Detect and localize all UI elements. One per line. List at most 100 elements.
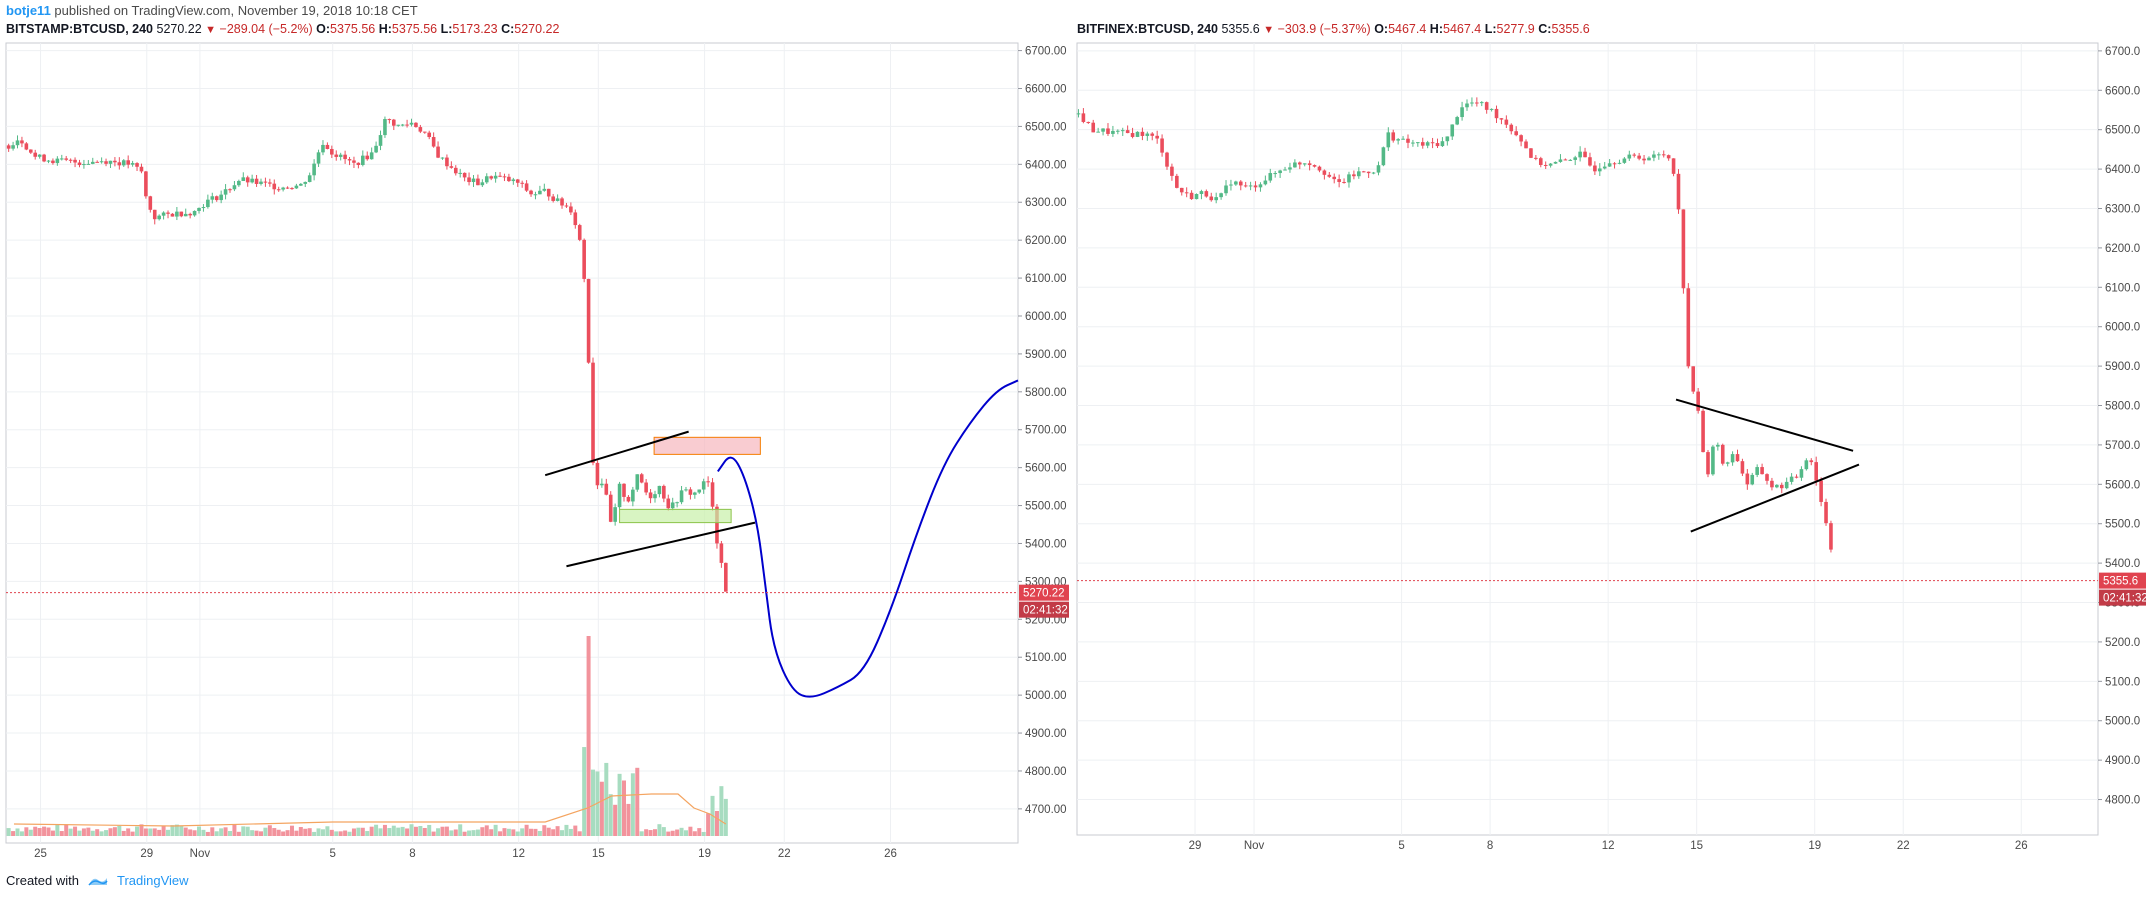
candle-body: [1342, 181, 1346, 183]
candle-body: [144, 171, 148, 197]
candle-body: [1534, 157, 1538, 159]
candle-body: [210, 196, 215, 200]
volume-bar: [148, 828, 153, 836]
candle-body: [42, 154, 46, 162]
volume-bar: [661, 827, 666, 836]
y-tick-label: 4800.0: [2105, 795, 2140, 807]
candle-body: [1543, 164, 1548, 166]
candle-body: [1701, 410, 1705, 453]
y-tick-label: 5500.00: [1025, 501, 1067, 513]
countdown-label: 02:41:32: [2103, 593, 2147, 605]
candle-body: [1573, 157, 1578, 160]
volume-bar: [55, 824, 60, 836]
candle-body: [1538, 158, 1543, 165]
volume-bar: [42, 826, 47, 836]
candle-body: [1435, 143, 1440, 147]
volume-bar: [506, 828, 511, 836]
y-tick-label: 5700.0: [2105, 440, 2140, 452]
x-tick-label: 22: [1897, 840, 1910, 852]
candle-body: [1647, 157, 1651, 161]
candle-body: [228, 189, 232, 191]
pattern-trendline: [566, 521, 756, 568]
volume-bar: [520, 828, 525, 836]
candle-body: [1760, 467, 1764, 475]
candle-body: [378, 135, 383, 146]
candle-body: [1332, 176, 1337, 180]
volume-bar: [289, 825, 294, 836]
candle-body: [569, 206, 573, 213]
charts-canvas[interactable]: 6700.00 6600.00 6500.00 6400.00 6300.00 6200.…: [0, 0, 2147, 870]
volume-bar: [622, 780, 627, 836]
resistance-zone: [653, 436, 761, 455]
candle-body: [1425, 142, 1430, 146]
candle-body: [1376, 165, 1381, 173]
candle-body: [68, 159, 73, 161]
candle-body: [1312, 165, 1317, 167]
candle-body: [1706, 452, 1710, 475]
candle-body: [1273, 173, 1277, 175]
y-tick-label: 5400.00: [1025, 538, 1067, 550]
candle-body: [1642, 158, 1646, 161]
footer: Created with TradingView: [6, 873, 189, 889]
candle-body: [148, 196, 153, 210]
x-tick-label: 5: [330, 848, 336, 860]
candle-body: [1125, 130, 1130, 134]
candle-body: [276, 189, 281, 191]
candle-body: [493, 175, 498, 179]
candle-body: [719, 543, 724, 563]
x-tick-label: 29: [140, 848, 153, 860]
right-symbol[interactable]: BITFINEX:BTCUSD, 240: [1077, 22, 1218, 36]
author-link[interactable]: botje11: [6, 3, 51, 18]
x-tick-label: 8: [409, 848, 415, 860]
left-symbol[interactable]: BITSTAMP:BTCUSD, 240: [6, 22, 154, 36]
y-tick-label: 6700.0: [2105, 46, 2140, 58]
candle-body: [706, 481, 710, 483]
tradingview-link[interactable]: TradingView: [116, 873, 189, 888]
candle-body: [1686, 288, 1691, 367]
candle-body: [679, 490, 684, 503]
candle-body: [657, 485, 662, 495]
candle-body: [157, 215, 161, 220]
volume-bar: [157, 829, 162, 836]
candle-body: [64, 158, 69, 160]
volume-bar: [312, 831, 317, 836]
right-chart-header: BITFINEX:BTCUSD, 240 5355.6 ▼ −303.9 (−5…: [1077, 21, 1590, 38]
y-tick-label: 5600.0: [2105, 479, 2140, 491]
candle-body: [130, 163, 135, 165]
candles: [1076, 97, 1833, 553]
volume-bar: [37, 828, 42, 836]
candle-body: [555, 198, 560, 201]
volume-bar: [214, 831, 219, 836]
candle-body: [533, 194, 538, 196]
candle-body: [1725, 462, 1730, 464]
candle-body: [1430, 142, 1435, 144]
volume-bar: [670, 830, 675, 836]
candle-body: [1622, 158, 1627, 163]
y-tick-label: 5100.0: [2105, 676, 2140, 688]
candle-body: [1617, 162, 1622, 164]
candle-body: [90, 161, 95, 164]
candle-body: [214, 196, 219, 201]
volume-bar: [400, 826, 405, 836]
volume-bar: [582, 747, 587, 836]
volume-bar: [551, 829, 556, 836]
volume-bar: [46, 827, 51, 836]
right-low: 5277.9: [1496, 22, 1535, 36]
volume-bar: [356, 827, 361, 836]
pattern-trendline: [1690, 463, 1860, 533]
volume-bar: [343, 830, 348, 836]
candle-body: [697, 489, 702, 493]
volume-bar: [714, 810, 719, 836]
volume-bar: [613, 804, 618, 836]
candle-body: [1666, 155, 1671, 159]
candle-body: [1597, 168, 1602, 172]
candle-body: [604, 483, 609, 495]
candle-body: [1229, 184, 1233, 186]
candle-body: [1563, 159, 1568, 161]
candle-body: [1745, 473, 1750, 485]
volume-bar: [112, 827, 117, 836]
volume-bar: [635, 767, 640, 836]
candle-body: [152, 209, 157, 220]
volume-bar: [413, 826, 418, 836]
y-tick-label: 6300.0: [2105, 203, 2140, 215]
